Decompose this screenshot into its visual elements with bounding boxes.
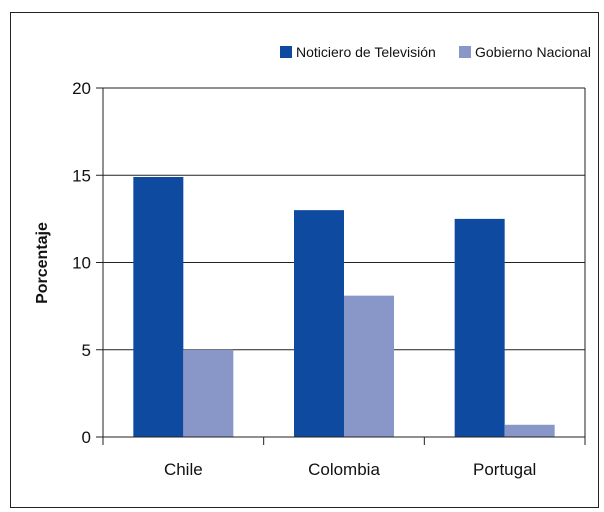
bar-colombia-series-2 bbox=[344, 295, 394, 437]
bars bbox=[133, 176, 555, 437]
bar-portugal-series-1 bbox=[454, 218, 505, 437]
bar-chile-series-2 bbox=[183, 349, 234, 437]
legend-label-2: Gobierno Nacional bbox=[475, 44, 591, 60]
legend-swatch-2 bbox=[459, 46, 471, 58]
y-axis-label: Porcentaje bbox=[34, 222, 51, 304]
legend-swatch-1 bbox=[280, 46, 292, 58]
x-category-label-chile: Chile bbox=[164, 460, 203, 479]
bar-portugal-series-2 bbox=[504, 424, 555, 437]
y-tick-label-15: 15 bbox=[72, 166, 91, 185]
legend-label-1: Noticiero de Televisión bbox=[296, 44, 436, 60]
axes bbox=[96, 87, 586, 445]
x-category-labels: Chile Colombia Portugal bbox=[164, 460, 536, 479]
x-category-label-portugal: Portugal bbox=[473, 460, 536, 479]
y-tick-label-10: 10 bbox=[72, 254, 91, 273]
y-tick-labels: 0 5 10 15 20 bbox=[72, 79, 91, 447]
y-tick-label-0: 0 bbox=[82, 428, 91, 447]
y-tick-label-5: 5 bbox=[82, 341, 91, 360]
bar-chile-series-1 bbox=[133, 176, 184, 437]
y-tick-label-20: 20 bbox=[72, 79, 91, 98]
x-category-label-colombia: Colombia bbox=[308, 460, 380, 479]
bar-colombia-series-1 bbox=[294, 210, 344, 437]
legend: Noticiero de Televisión Gobierno Nacional bbox=[280, 44, 591, 60]
